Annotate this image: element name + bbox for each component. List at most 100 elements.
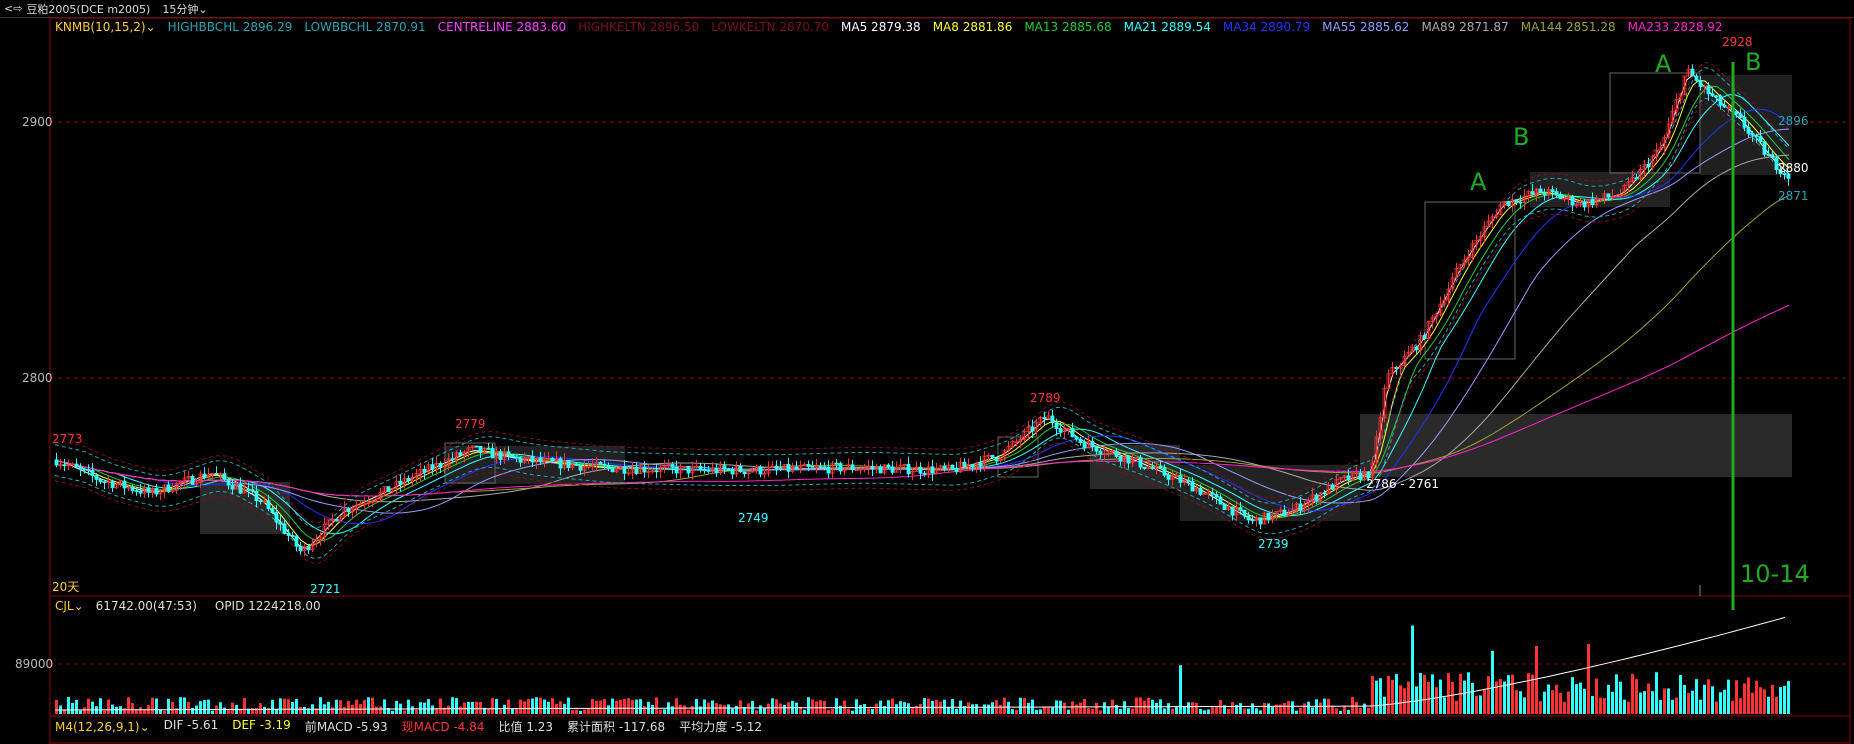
wave-label: B	[1513, 123, 1529, 151]
volume-bar	[395, 700, 398, 714]
wave-label: B	[1745, 48, 1761, 76]
candle-body	[306, 545, 311, 551]
candle-body	[1746, 126, 1751, 134]
candle-body	[770, 465, 775, 468]
right-value-label: 2880	[1778, 161, 1809, 175]
candle-body	[666, 464, 671, 467]
candle-body	[1262, 512, 1267, 525]
candle-body	[1194, 487, 1199, 492]
volume-bar	[1767, 696, 1770, 714]
candle-body	[754, 466, 759, 472]
volume-bar	[535, 697, 538, 714]
candle-body	[1546, 189, 1551, 196]
candle-body	[1442, 299, 1447, 305]
candle-body	[1182, 479, 1187, 483]
candle-body	[1558, 193, 1563, 200]
candle-body	[1118, 456, 1123, 462]
volume-bar	[1167, 703, 1170, 714]
volume-bar	[283, 698, 286, 714]
candle-body	[586, 465, 591, 468]
volume-bar	[999, 705, 1002, 714]
volume-bar	[71, 702, 74, 714]
volume-bar	[503, 704, 506, 714]
volume-bar	[519, 699, 522, 714]
candle-body	[1402, 355, 1407, 366]
volume-bar	[1011, 709, 1014, 714]
volume-bar	[1395, 674, 1398, 714]
volume-bar	[1383, 696, 1386, 714]
candle-body	[850, 464, 855, 471]
candle-body	[806, 463, 811, 467]
candle-body	[1502, 200, 1507, 206]
candle-body	[1654, 149, 1659, 158]
candle-body	[282, 523, 287, 534]
volume-selector[interactable]: CJL⌄	[55, 599, 84, 613]
candle-body	[234, 484, 239, 490]
macd-selector[interactable]: M4(12,26,9,1)⌄	[55, 720, 150, 734]
volume-bar	[1647, 683, 1650, 714]
candle-body	[594, 461, 599, 466]
candle-body	[742, 471, 747, 475]
candle-body	[1754, 134, 1759, 137]
candle-body	[974, 462, 979, 468]
volume-bar	[1019, 697, 1022, 714]
macd-item: 现MACD -4.84	[401, 720, 485, 734]
volume-bar	[531, 698, 534, 714]
volume-bar	[363, 700, 366, 714]
volume-bar	[1335, 708, 1338, 714]
candle-body	[1106, 450, 1111, 454]
candle-body	[86, 469, 91, 471]
candle-body	[482, 447, 487, 453]
volume-bar	[1087, 708, 1090, 714]
volume-bar	[1527, 673, 1530, 714]
volume-bar	[1259, 710, 1262, 714]
candle-body	[78, 466, 83, 470]
volume-bar	[915, 705, 918, 714]
indicator-selector[interactable]: KNMB(10,15,2)⌄	[55, 20, 156, 34]
volume-bar	[1255, 708, 1258, 714]
volume-bar	[1303, 703, 1306, 714]
candle-body	[766, 466, 771, 474]
candle-body	[1658, 147, 1663, 151]
band-line	[54, 97, 1790, 559]
candle-body	[990, 454, 995, 459]
volume-bar	[303, 706, 306, 714]
volume-bar	[1367, 707, 1370, 714]
volume-bar	[451, 697, 454, 714]
period-selector[interactable]: 15分钟⌄	[162, 1, 207, 17]
candle-body	[942, 465, 947, 469]
candle-body	[1606, 193, 1611, 198]
legend-item: MA8 2881.86	[932, 20, 1013, 34]
volume-bar	[615, 700, 618, 714]
volume-bar	[1371, 676, 1374, 714]
candle-body	[870, 466, 875, 469]
volume-bar	[819, 700, 822, 714]
volume-bar	[799, 706, 802, 714]
back-icon[interactable]: <⇨	[4, 2, 23, 15]
candle-body	[1234, 507, 1239, 516]
candle-body	[370, 500, 375, 503]
candle-body	[1450, 277, 1455, 290]
candle-body	[582, 465, 587, 471]
volume-bar	[1663, 688, 1666, 714]
candle-body	[1518, 201, 1523, 204]
candle-body	[454, 452, 459, 460]
candle-body	[1710, 93, 1715, 97]
volume-bar	[735, 705, 738, 714]
indicator-selector-label: KNMB(10,15,2)	[55, 20, 146, 34]
volume-bar	[963, 706, 966, 714]
candle-body	[1686, 68, 1691, 77]
symbol-title[interactable]: 豆粕2005(DCE m2005)	[26, 2, 151, 16]
candle-body	[598, 461, 603, 465]
volume-bar	[1471, 683, 1474, 714]
volume-bar	[523, 701, 526, 714]
volume-bar	[935, 699, 938, 714]
volume-bar	[267, 708, 270, 714]
volume-bar	[1267, 703, 1270, 714]
candle-body	[246, 488, 251, 491]
candle-body	[330, 518, 335, 521]
candle-body	[1134, 457, 1139, 459]
volume-bar	[767, 703, 770, 714]
volume-bar	[927, 698, 930, 714]
